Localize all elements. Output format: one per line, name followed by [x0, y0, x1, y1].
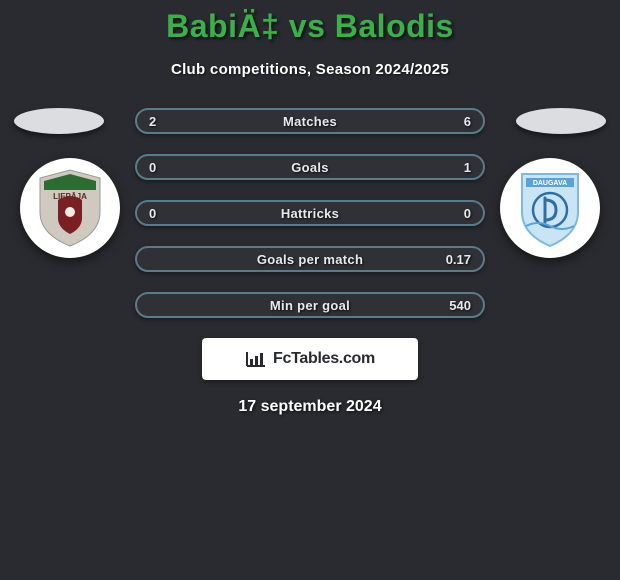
stat-row-hattricks: 0 Hattricks 0 — [135, 200, 485, 226]
player-ellipse-left — [14, 108, 104, 134]
stat-label: Goals — [177, 160, 443, 175]
stat-label: Min per goal — [177, 298, 443, 313]
stats-area: 2 Matches 6 0 Goals 1 0 Hattricks 0 Goal… — [0, 108, 620, 416]
stat-right-value: 0 — [443, 206, 483, 221]
bar-chart-icon — [245, 350, 267, 368]
stat-label: Matches — [177, 114, 443, 129]
stat-left-value: 2 — [137, 114, 177, 129]
stat-left-value: 0 — [137, 206, 177, 221]
stat-label: Goals per match — [177, 252, 443, 267]
club-badge-left: LIEPĀJA — [20, 158, 120, 258]
svg-text:LIEPĀJA: LIEPĀJA — [53, 192, 87, 201]
stat-right-value: 6 — [443, 114, 483, 129]
brand-badge[interactable]: FcTables.com — [202, 338, 418, 380]
stat-right-value: 0.17 — [443, 252, 483, 267]
stat-row-goals-per-match: Goals per match 0.17 — [135, 246, 485, 272]
stat-row-goals: 0 Goals 1 — [135, 154, 485, 180]
club-crest-left-icon: LIEPĀJA — [36, 168, 104, 248]
stat-right-value: 1 — [443, 160, 483, 175]
club-badge-right: DAUGAVA — [500, 158, 600, 258]
svg-text:DAUGAVA: DAUGAVA — [533, 180, 567, 187]
stat-right-value: 540 — [443, 298, 483, 313]
club-crest-right-icon: DAUGAVA — [516, 168, 584, 248]
stat-label: Hattricks — [177, 206, 443, 221]
stat-row-min-per-goal: Min per goal 540 — [135, 292, 485, 318]
player-ellipse-right — [516, 108, 606, 134]
subtitle: Club competitions, Season 2024/2025 — [0, 61, 620, 78]
stat-left-value: 0 — [137, 160, 177, 175]
comparison-card: BabiÄ‡ vs Balodis Club competitions, Sea… — [0, 0, 620, 416]
page-title: BabiÄ‡ vs Balodis — [0, 0, 620, 45]
stat-row-matches: 2 Matches 6 — [135, 108, 485, 134]
date-label: 17 september 2024 — [0, 398, 620, 416]
brand-text: FcTables.com — [273, 350, 375, 368]
